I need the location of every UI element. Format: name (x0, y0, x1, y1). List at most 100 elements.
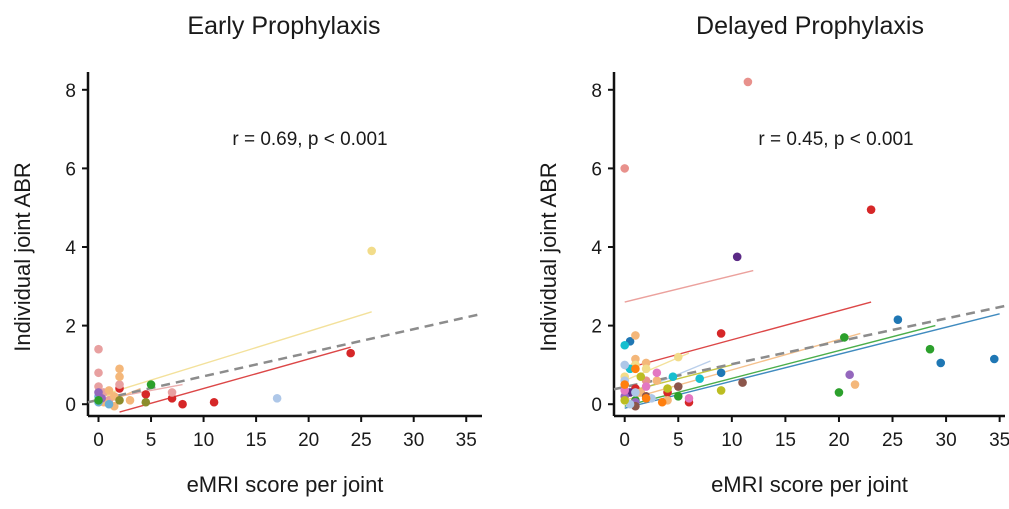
x-tick-label: 35 (989, 430, 1009, 451)
y-tick-label: 6 (591, 159, 602, 180)
data-point (620, 380, 630, 389)
y-tick-label: 6 (65, 159, 76, 180)
x-tick-label: 0 (619, 430, 630, 451)
data-point (936, 358, 946, 368)
x-tick-label: 30 (936, 430, 957, 451)
data-point (641, 382, 651, 391)
correlation-annotation: r = 0.69, p < 0.001 (232, 129, 387, 150)
data-point (631, 354, 640, 364)
data-point (115, 364, 124, 374)
x-tick-label: 20 (298, 430, 319, 451)
data-point (850, 380, 860, 389)
data-point (716, 386, 726, 395)
data-point (743, 77, 753, 87)
data-point (94, 344, 103, 354)
y-axis-title: Individual joint ABR (536, 162, 561, 352)
chart-title: Early Prophylaxis (187, 12, 380, 40)
y-axis-title: Individual joint ABR (10, 162, 35, 352)
data-point (925, 344, 935, 354)
data-point (346, 348, 355, 358)
data-point (684, 394, 694, 403)
data-point (840, 333, 849, 342)
data-point (167, 394, 177, 403)
data-point (641, 358, 651, 368)
data-point (115, 395, 124, 405)
data-point (695, 374, 704, 383)
data-point (716, 368, 726, 378)
overall-fit-line (613, 304, 1006, 391)
data-point (620, 164, 630, 173)
y-tick-label: 2 (65, 317, 76, 338)
panel-early-prophylaxis: Early Prophylaxis 0 2 4 6 8 0 5 10 15 20 25 30 35 eMRI… (10, 12, 483, 497)
x-tick-label: 5 (673, 430, 684, 451)
y-tick-label: 0 (65, 395, 76, 416)
data-point (732, 252, 742, 262)
data-point (989, 354, 999, 364)
data-point (115, 380, 124, 389)
correlation-annotation: r = 0.45, p < 0.001 (758, 129, 913, 150)
data-point (620, 395, 630, 405)
panel-delayed-prophylaxis: Delayed Prophylaxis 0 2 4 6 8 0 5 10 15 20 25 30 35 eM… (536, 12, 1009, 497)
y-tick-label: 2 (591, 317, 602, 338)
data-point (631, 331, 640, 340)
data-point (641, 394, 651, 403)
x-tick-label: 5 (146, 430, 157, 451)
data-point (146, 380, 156, 389)
data-point (94, 368, 103, 378)
x-tick-label: 15 (775, 430, 796, 451)
data-point (738, 378, 747, 387)
data-point (620, 386, 630, 395)
data-point (673, 392, 683, 401)
data-point (641, 364, 651, 374)
data-point (620, 360, 630, 370)
data-point (636, 372, 646, 381)
data-point (631, 364, 640, 374)
data-point (125, 395, 135, 405)
data-point (668, 372, 678, 381)
data-point (104, 399, 114, 409)
y-tick-label: 8 (591, 81, 602, 102)
x-axis-title: eMRI score per joint (187, 472, 384, 497)
data-point (104, 386, 114, 395)
data-point (834, 388, 844, 397)
data-point (663, 384, 672, 393)
data-point (631, 388, 640, 397)
data-point (893, 315, 903, 325)
y-tick-label: 8 (65, 81, 76, 102)
data-point (94, 395, 103, 405)
data-point (673, 352, 683, 362)
x-tick-label: 10 (193, 430, 214, 451)
data-point (716, 329, 726, 338)
y-tick-label: 4 (65, 238, 76, 259)
data-point (866, 205, 876, 214)
x-tick-label: 20 (828, 430, 849, 451)
x-tick-label: 35 (456, 430, 477, 451)
series-fit-line (624, 313, 1000, 409)
data-point (673, 382, 683, 391)
data-point (209, 397, 219, 407)
data-point (94, 382, 103, 391)
data-point (167, 388, 177, 397)
data-point (652, 368, 662, 378)
x-tick-label: 10 (721, 430, 742, 451)
data-point (657, 397, 667, 407)
data-point (115, 372, 124, 381)
series-fit-line (98, 311, 372, 398)
x-axis-title: eMRI score per joint (711, 472, 908, 497)
x-tick-label: 25 (882, 430, 903, 451)
y-tick-label: 4 (591, 238, 602, 259)
data-point (141, 397, 151, 407)
x-tick-label: 25 (351, 430, 372, 451)
data-point (272, 394, 282, 403)
y-tick-label: 0 (591, 395, 602, 416)
overall-fit-line (87, 312, 483, 404)
x-tick-label: 15 (246, 430, 267, 451)
series-fit-line (624, 269, 754, 303)
data-point (141, 390, 151, 399)
series-fit-line (119, 346, 351, 413)
data-point (620, 340, 630, 350)
data-point (845, 370, 854, 380)
data-point (652, 376, 662, 385)
x-tick-label: 0 (93, 430, 104, 451)
